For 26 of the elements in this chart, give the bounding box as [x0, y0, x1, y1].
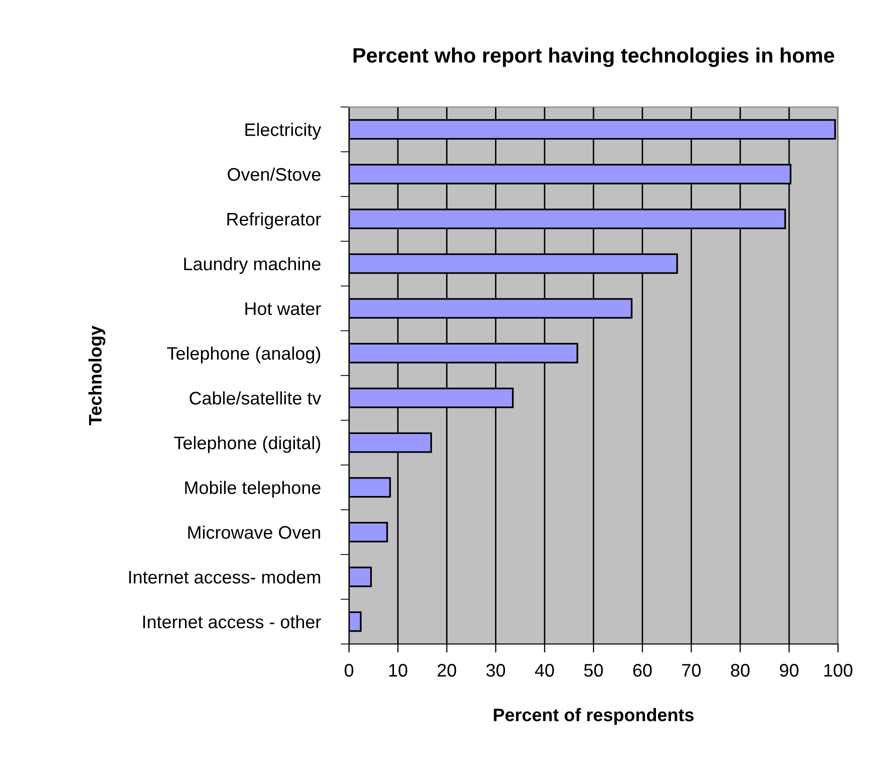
y-tick-label: Refrigerator	[227, 212, 321, 230]
x-tick-label: 40	[534, 664, 554, 677]
y-axis-title: Technology	[88, 326, 106, 426]
x-tick-label: 80	[730, 664, 750, 677]
x-tick-label: 90	[780, 664, 798, 677]
y-tick-label: Microwave Oven	[188, 526, 320, 539]
x-tick-label: 100	[824, 664, 852, 677]
y-tick-label: Mobile telephone	[185, 480, 320, 498]
x-tick-label: 20	[438, 664, 456, 677]
y-tick-label: Telephone (digital)	[174, 436, 320, 453]
y-tick-label: Internet access - other	[143, 615, 321, 628]
y-tick-label: Oven/Stove	[228, 168, 320, 181]
chart-title: Percent who report having technologies in home	[354, 47, 834, 67]
y-tick-label: Telephone (analog)	[167, 346, 320, 364]
x-tick-label: 30	[486, 664, 506, 677]
x-tick-label: 0	[344, 664, 354, 677]
x-axis-title: Percent of respondents	[494, 708, 694, 725]
x-tick-label: 70	[682, 664, 701, 677]
y-tick-label: Internet access- modem	[129, 570, 320, 584]
x-tick-label: 60	[633, 664, 652, 677]
y-tick-label: Cable/satellite tv	[190, 391, 322, 405]
y-tick-label: Electricity	[245, 122, 322, 140]
x-tick-label: 10	[389, 664, 408, 677]
x-tick-label: 50	[584, 664, 603, 677]
y-tick-label: Hot water	[245, 302, 321, 316]
y-tick-label: Laundry machine	[184, 257, 320, 274]
